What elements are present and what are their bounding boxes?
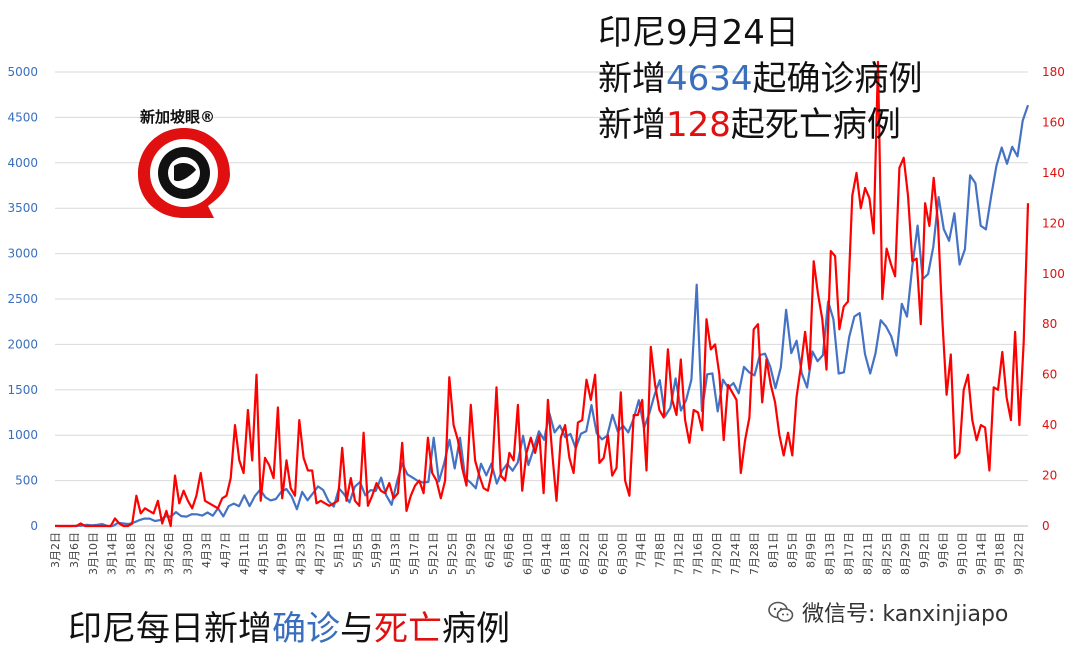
- x-tick-label: 4月7日: [219, 532, 232, 568]
- right-axis-ticks: 0 20 40 60 80 100 120 140 160 180: [1042, 65, 1065, 533]
- x-tick-label: 3月10日: [87, 532, 100, 575]
- left-tick-label: 2000: [7, 337, 38, 351]
- right-tick-label: 40: [1042, 418, 1057, 432]
- right-tick-label: 0: [1042, 519, 1050, 533]
- x-tick-label: 6月22日: [578, 532, 591, 575]
- x-tick-label: 6月18日: [559, 532, 572, 575]
- death-series-line: [55, 60, 1030, 528]
- confirmed-series-line: [54, 104, 1030, 528]
- x-tick-label: 8月29日: [899, 532, 912, 575]
- left-tick-label: 1500: [7, 383, 38, 397]
- x-tick-label: 8月5日: [786, 532, 799, 568]
- gridlines: [55, 71, 1028, 527]
- x-tick-label: 5月21日: [427, 532, 440, 575]
- x-tick-label: 6月14日: [540, 532, 553, 575]
- x-tick-label: 3月18日: [125, 532, 138, 575]
- x-tick-label: 9月22日: [1013, 532, 1026, 575]
- x-tick-label: 6月6日: [502, 532, 515, 568]
- left-tick-label: 500: [15, 474, 38, 488]
- logo-emblem: [138, 128, 230, 218]
- x-tick-label: 4月11日: [238, 532, 251, 575]
- right-tick-label: 160: [1042, 115, 1065, 129]
- right-tick-label: 100: [1042, 267, 1065, 281]
- x-tick-label: 6月30日: [616, 532, 629, 575]
- right-tick-label: 140: [1042, 166, 1065, 180]
- x-tick-label: 7月8日: [654, 532, 667, 568]
- watermark: 微信号: kanxinjiapo: [768, 596, 1008, 628]
- x-tick-label: 4月19日: [276, 532, 289, 575]
- x-axis-ticks: 3月2日 3月6日 3月10日 3月14日 3月18日 3月22日 3月26日 3月30日 4月…: [49, 525, 1028, 575]
- x-tick-label: 5月25日: [446, 532, 459, 575]
- x-tick-label: 5月13日: [389, 532, 402, 575]
- left-tick-label: 3500: [7, 201, 38, 215]
- x-tick-label: 9月10日: [956, 532, 969, 575]
- x-tick-label: 8月9日: [805, 532, 818, 568]
- x-tick-label: 9月2日: [918, 532, 931, 568]
- x-tick-label: 8月13日: [824, 532, 837, 575]
- title-confirmed-line: 新增4634起确诊病例: [598, 59, 923, 99]
- x-tick-label: 3月14日: [106, 532, 119, 575]
- title-block: 印尼9月24日 新增4634起确诊病例 新增128起死亡病例: [598, 10, 923, 148]
- x-tick-label: 7月12日: [672, 532, 685, 575]
- left-tick-label: 1000: [7, 428, 38, 442]
- right-tick-label: 60: [1042, 368, 1057, 382]
- x-tick-label: 7月28日: [748, 532, 761, 575]
- x-tick-label: 9月6日: [937, 532, 950, 568]
- death-count: 128: [666, 105, 731, 145]
- x-tick-label: 6月10日: [521, 532, 534, 575]
- x-tick-label: 4月3日: [200, 532, 213, 568]
- x-tick-label: 7月20日: [710, 532, 723, 575]
- logo-text: 新加坡眼®: [140, 108, 216, 126]
- x-tick-label: 8月25日: [880, 532, 893, 575]
- right-tick-label: 180: [1042, 65, 1065, 79]
- x-tick-label: 5月5日: [351, 532, 364, 568]
- confirmed-count: 4634: [666, 59, 753, 99]
- x-tick-label: 5月9日: [370, 532, 383, 568]
- right-tick-label: 20: [1042, 469, 1057, 483]
- title-death-line: 新增128起死亡病例: [598, 105, 901, 145]
- watermark-text: 微信号: kanxinjiapo: [802, 602, 1009, 627]
- x-tick-label: 3月26日: [162, 532, 175, 575]
- x-tick-label: 4月27日: [314, 532, 327, 575]
- series-layer: [54, 60, 1030, 528]
- x-tick-label: 8月17日: [843, 532, 856, 575]
- x-tick-label: 7月4日: [635, 532, 648, 568]
- x-tick-label: 9月18日: [994, 532, 1007, 575]
- left-tick-label: 3000: [7, 247, 38, 261]
- chart-caption: 印尼每日新增确诊与死亡病例: [68, 609, 510, 649]
- left-tick-label: 0: [30, 519, 38, 533]
- x-tick-label: 8月1日: [767, 532, 780, 568]
- x-tick-label: 5月17日: [408, 532, 421, 575]
- x-tick-label: 6月2日: [484, 532, 497, 568]
- x-tick-label: 5月1日: [332, 532, 345, 568]
- right-tick-label: 120: [1042, 216, 1065, 230]
- x-tick-label: 3月30日: [181, 532, 194, 575]
- x-tick-label: 3月2日: [49, 532, 62, 568]
- x-tick-label: 8月21日: [861, 532, 874, 575]
- x-tick-label: 3月6日: [68, 532, 81, 568]
- x-tick-label: 4月23日: [295, 532, 308, 575]
- title-date: 印尼9月24日: [598, 13, 799, 53]
- x-tick-label: 7月24日: [729, 532, 742, 575]
- left-tick-label: 2500: [7, 292, 38, 306]
- right-tick-label: 80: [1042, 317, 1057, 331]
- left-tick-label: 5000: [7, 65, 38, 79]
- left-axis-ticks: 0 500 1000 1500 2000 2500 3000 3500 4000 4500 5000: [7, 65, 38, 533]
- x-tick-label: 3月22日: [143, 532, 156, 575]
- left-tick-label: 4500: [7, 110, 38, 124]
- x-tick-label: 4月15日: [257, 532, 270, 575]
- x-tick-label: 6月26日: [597, 532, 610, 575]
- x-tick-label: 7月16日: [691, 532, 704, 575]
- x-tick-label: 9月14日: [975, 532, 988, 575]
- x-tick-label: 5月29日: [465, 532, 478, 575]
- left-tick-label: 4000: [7, 156, 38, 170]
- wechat-icon: [768, 601, 794, 622]
